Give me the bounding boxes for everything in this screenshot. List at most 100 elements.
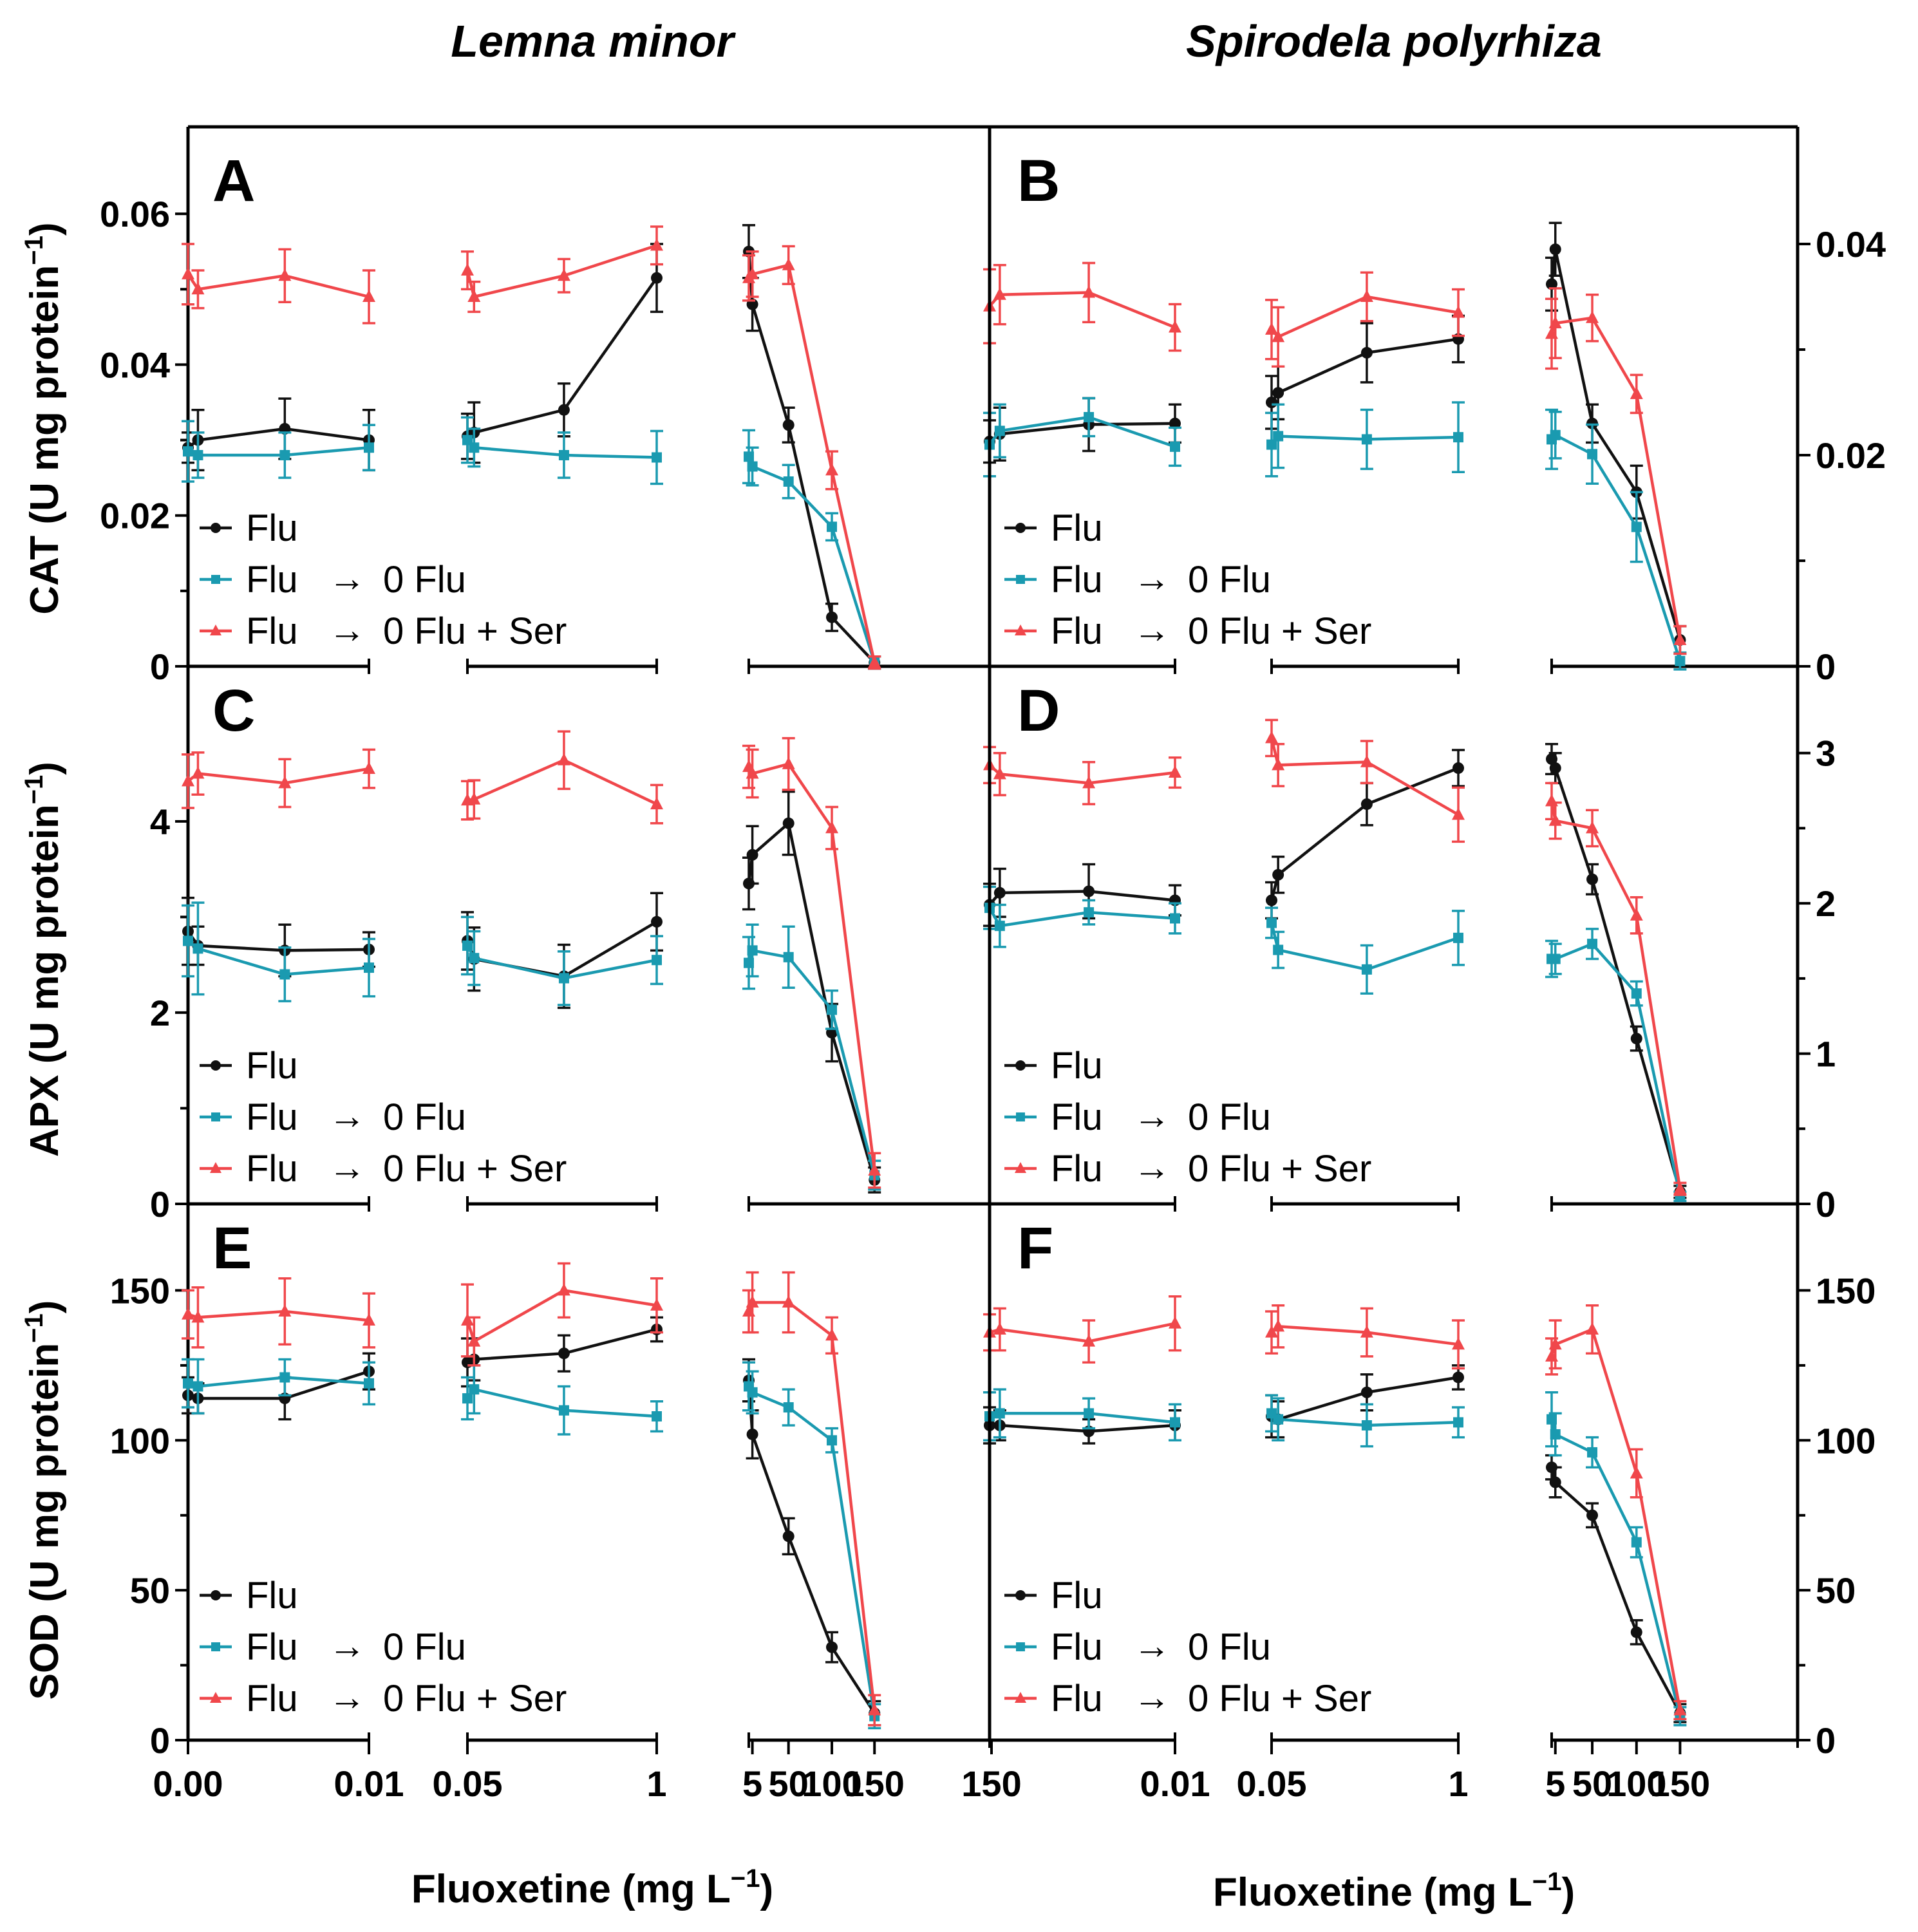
series-flu xyxy=(182,223,881,670)
y-tick-label: 0.06 xyxy=(100,194,170,234)
data-point xyxy=(278,1304,292,1317)
y-axis-title-apx: APX (U mg protein−1) xyxy=(20,762,67,1157)
data-point xyxy=(746,766,759,779)
series-line xyxy=(747,456,876,663)
legend-label: Flu xyxy=(1051,1575,1103,1617)
legend-label: Flu xyxy=(1051,1626,1103,1668)
data-point xyxy=(1630,1466,1643,1479)
x-tick-label: 100 xyxy=(1606,1763,1666,1804)
data-point xyxy=(650,1298,663,1311)
x-tick-label: 5 xyxy=(742,1763,762,1804)
legend-label: Flu xyxy=(1051,507,1103,549)
data-point xyxy=(1548,316,1562,328)
data-point xyxy=(1549,762,1561,774)
series-line xyxy=(747,820,876,1181)
legend-label: Flu xyxy=(1051,610,1103,652)
data-point xyxy=(1084,907,1095,918)
series-line xyxy=(1270,767,1459,901)
data-point xyxy=(1169,765,1181,778)
legend: Flu Flu → 0 Flu Flu → 0 Flu + Ser xyxy=(1004,1575,1371,1720)
series-line xyxy=(465,920,658,978)
legend-label: Flu xyxy=(246,1045,298,1087)
data-point xyxy=(1587,939,1598,950)
data-point xyxy=(1360,290,1373,302)
data-point xyxy=(1266,397,1277,408)
series-line xyxy=(187,767,370,785)
data-point xyxy=(462,940,473,951)
data-point xyxy=(1675,655,1686,666)
legend: Flu Flu → 0 Flu Flu → 0 Flu + Ser xyxy=(200,1045,567,1190)
panel-f: 0 50 100 150 F Flu Flu → 0 Flu Flu → 0 Flu + Ser xyxy=(983,1204,1876,1761)
series-flu_to_0 xyxy=(182,416,881,670)
data-point xyxy=(469,1384,480,1395)
data-point xyxy=(1453,432,1463,443)
x-tick-label: 0.05 xyxy=(433,1763,503,1804)
data-point xyxy=(827,1004,838,1015)
panel-letter: E xyxy=(212,1215,252,1281)
legend-marker xyxy=(210,1692,221,1703)
data-point xyxy=(467,290,481,302)
data-point xyxy=(1630,1033,1642,1045)
x-tick-label: 0.05 xyxy=(1237,1763,1307,1804)
data-point xyxy=(1630,908,1643,921)
data-point xyxy=(1082,776,1096,789)
data-point xyxy=(1273,1414,1284,1425)
data-point xyxy=(652,955,662,966)
data-point xyxy=(183,1378,193,1389)
panel-b: 0 0.02 0.04 B Flu Flu → 0 Flu Flu → 0 Flu + Ser xyxy=(983,127,1886,687)
legend-arrow: → xyxy=(1133,1676,1171,1718)
data-point xyxy=(362,762,375,774)
series-line xyxy=(988,890,1176,906)
legend-arrow: → xyxy=(328,1625,366,1667)
data-point xyxy=(868,1163,881,1176)
series-line xyxy=(465,1289,657,1344)
data-point xyxy=(1265,731,1278,744)
data-point xyxy=(1550,429,1561,440)
data-point xyxy=(1273,944,1284,955)
panel-letter: F xyxy=(1017,1215,1053,1281)
data-point xyxy=(1586,310,1599,323)
data-point xyxy=(1083,885,1095,897)
data-point xyxy=(782,817,794,829)
y-tick-label: 0 xyxy=(1816,646,1836,687)
data-point xyxy=(364,1378,374,1389)
x-tick-label: 0.01 xyxy=(334,1763,404,1804)
y-tick-label: 0.02 xyxy=(1816,435,1886,476)
legend-arrow: → xyxy=(328,609,366,651)
series-line xyxy=(990,1423,1176,1433)
data-point xyxy=(1272,1319,1285,1332)
legend-arrow: → xyxy=(1133,1147,1171,1188)
legend-label: Flu xyxy=(246,1096,298,1138)
data-point xyxy=(1266,917,1277,928)
data-point xyxy=(1546,278,1557,290)
data-point xyxy=(279,1372,290,1383)
y-tick-label: 100 xyxy=(1816,1420,1876,1461)
data-point xyxy=(783,1402,794,1413)
data-point xyxy=(1170,441,1180,452)
legend-marker xyxy=(1016,1642,1025,1651)
data-point xyxy=(1453,1417,1463,1428)
data-point xyxy=(825,821,839,834)
legend: Flu Flu → 0 Flu Flu → 0 Flu + Ser xyxy=(1004,1045,1371,1190)
data-point xyxy=(783,952,794,962)
data-point xyxy=(279,450,290,460)
legend: Flu Flu → 0 Flu Flu → 0 Flu + Ser xyxy=(200,507,567,652)
legend-arrow: → xyxy=(328,1676,366,1718)
data-point xyxy=(651,915,663,928)
data-point xyxy=(558,450,569,460)
legend-marker xyxy=(211,1112,220,1121)
series-line xyxy=(187,273,370,299)
data-point xyxy=(462,1393,473,1404)
legend-label: Flu xyxy=(1051,1678,1103,1720)
legend-label: Flu xyxy=(1051,1148,1103,1190)
legend-label: Flu xyxy=(246,1148,298,1190)
legend-marker xyxy=(1015,624,1026,635)
legend-label: Flu xyxy=(246,507,298,549)
data-point xyxy=(467,792,481,805)
x-tick-label: 150 xyxy=(845,1763,905,1804)
data-point xyxy=(993,767,1006,780)
series-line xyxy=(1550,316,1682,641)
series-flu_to_0 xyxy=(983,885,1687,1203)
data-point xyxy=(1631,988,1642,999)
data-point xyxy=(1587,449,1598,460)
